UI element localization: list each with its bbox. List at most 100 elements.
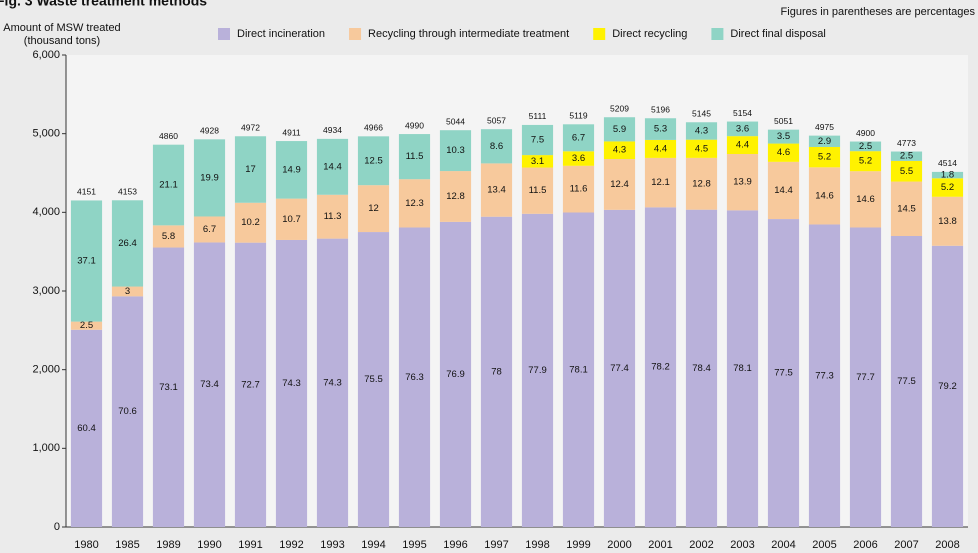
bar-segment bbox=[439, 171, 472, 222]
bar-segment bbox=[849, 227, 882, 527]
x-tick-label: 1990 bbox=[197, 539, 221, 551]
x-tick-label: 1993 bbox=[320, 539, 344, 551]
bar-segment bbox=[439, 221, 472, 527]
bar-segment bbox=[357, 185, 390, 233]
total-label: 4934 bbox=[323, 125, 342, 135]
segment-label: 60.4 bbox=[77, 423, 96, 434]
legend-swatch bbox=[349, 28, 362, 40]
segment-label: 5.8 bbox=[162, 231, 175, 242]
bar-segment bbox=[726, 136, 759, 154]
bar-segment bbox=[70, 329, 103, 527]
bar-segment bbox=[685, 139, 718, 158]
segment-label: 14.6 bbox=[856, 194, 875, 205]
segment-label: 77.7 bbox=[856, 372, 875, 383]
bar-segment bbox=[398, 179, 431, 228]
segment-label: 4.3 bbox=[695, 125, 708, 136]
total-label: 5119 bbox=[569, 111, 588, 121]
legend-label: Direct incineration bbox=[237, 28, 325, 40]
x-tick-label: 1998 bbox=[525, 539, 549, 551]
segment-label: 11.3 bbox=[324, 211, 342, 222]
total-label: 5154 bbox=[733, 108, 752, 118]
segment-label: 76.3 bbox=[405, 372, 424, 383]
y-tick-label: 3,000 bbox=[32, 285, 60, 297]
bar-segment bbox=[603, 159, 636, 210]
segment-label: 78.2 bbox=[651, 362, 670, 373]
bar-segment bbox=[890, 181, 923, 237]
bar-segment bbox=[931, 178, 964, 197]
segment-label: 11.5 bbox=[529, 185, 547, 196]
segment-label: 14.4 bbox=[774, 185, 793, 196]
y-tick-label: 6,000 bbox=[32, 49, 60, 61]
bar-segment bbox=[603, 141, 636, 160]
total-label: 4928 bbox=[200, 126, 219, 136]
bar-segment bbox=[726, 121, 759, 137]
bar-segment bbox=[603, 117, 636, 142]
total-label: 5057 bbox=[487, 115, 506, 125]
bar-segment bbox=[357, 136, 390, 186]
total-label: 5111 bbox=[529, 111, 547, 121]
segment-label: 70.6 bbox=[118, 406, 137, 417]
segment-label: 75.5 bbox=[364, 374, 383, 385]
legend-swatch bbox=[711, 28, 724, 40]
bar-segment bbox=[234, 136, 267, 203]
bar-segment bbox=[931, 171, 964, 179]
segment-label: 12.1 bbox=[651, 177, 670, 188]
x-tick-label: 1991 bbox=[238, 539, 262, 551]
segment-label: 26.4 bbox=[118, 238, 137, 249]
y-tick-label: 5,000 bbox=[32, 128, 60, 140]
legend-swatch bbox=[593, 28, 606, 40]
x-tick-label: 1992 bbox=[279, 539, 303, 551]
bar-segment bbox=[808, 167, 841, 225]
segment-label: 4.5 bbox=[695, 143, 708, 154]
segment-label: 6.7 bbox=[572, 132, 585, 143]
bar-segment bbox=[644, 118, 677, 140]
bar-segment bbox=[275, 239, 308, 527]
bar-segment bbox=[849, 151, 882, 172]
segment-label: 3.6 bbox=[736, 123, 749, 134]
segment-label: 11.6 bbox=[570, 184, 588, 195]
segment-label: 77.3 bbox=[815, 370, 834, 381]
bar-segment bbox=[316, 194, 349, 239]
segment-label: 2.5 bbox=[80, 320, 93, 331]
segment-label: 74.3 bbox=[282, 378, 301, 389]
bar-segment bbox=[111, 286, 144, 297]
segment-label: 78 bbox=[491, 366, 502, 377]
bar-segment bbox=[521, 213, 554, 527]
total-label: 5209 bbox=[610, 103, 629, 113]
bar-segment bbox=[685, 157, 718, 210]
bar-segment bbox=[480, 163, 513, 217]
segment-label: 4.4 bbox=[736, 140, 749, 151]
bar-segment bbox=[234, 202, 267, 243]
segment-label: 5.9 bbox=[613, 124, 626, 135]
bar-segment bbox=[521, 167, 554, 214]
segment-label: 6.7 bbox=[203, 224, 216, 235]
x-tick-label: 2007 bbox=[894, 539, 918, 551]
total-label: 4900 bbox=[856, 128, 875, 138]
segment-label: 79.2 bbox=[938, 381, 957, 392]
bar-segment bbox=[808, 135, 841, 147]
bar-segment bbox=[849, 171, 882, 228]
y-tick-label: 1,000 bbox=[32, 442, 60, 454]
bar-segment bbox=[480, 216, 513, 527]
x-tick-label: 2006 bbox=[853, 539, 877, 551]
segment-label: 78.1 bbox=[733, 363, 752, 374]
x-tick-label: 1980 bbox=[74, 539, 98, 551]
x-tick-label: 1995 bbox=[402, 539, 426, 551]
segment-label: 3.6 bbox=[572, 153, 585, 164]
total-label: 4860 bbox=[159, 131, 178, 141]
segment-label: 10.7 bbox=[282, 214, 301, 225]
segment-label: 14.9 bbox=[282, 164, 301, 175]
bar-segment bbox=[439, 130, 472, 172]
note: Figures in parentheses are percentages bbox=[781, 6, 976, 18]
segment-label: 2.5 bbox=[900, 151, 913, 162]
segment-label: 3.5 bbox=[777, 131, 790, 142]
bar-segment bbox=[152, 144, 185, 226]
segment-label: 2.9 bbox=[818, 136, 831, 147]
segment-label: 4.4 bbox=[654, 143, 667, 154]
bar-segment bbox=[70, 200, 103, 322]
y-tick-label: 0 bbox=[54, 521, 60, 533]
segment-label: 4.6 bbox=[777, 147, 790, 158]
segment-label: 13.8 bbox=[938, 216, 957, 227]
bar-segment bbox=[849, 141, 882, 152]
bar-segment bbox=[685, 122, 718, 140]
